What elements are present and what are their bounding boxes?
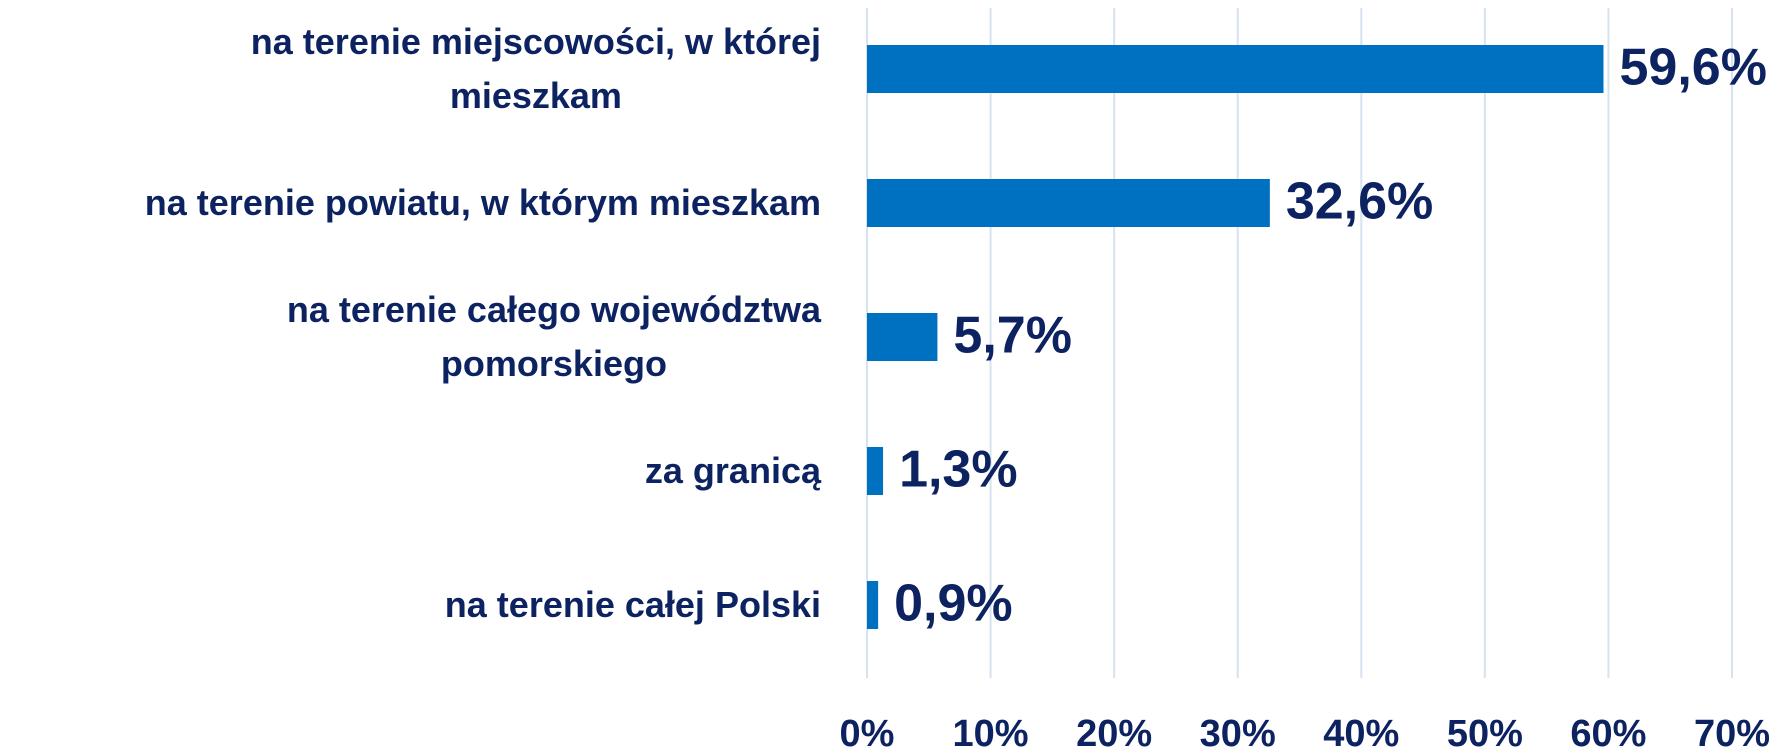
category-label: za granicą [644, 450, 821, 491]
x-tick-label: 30% [1200, 713, 1276, 754]
bar [867, 313, 938, 361]
bar [867, 447, 884, 495]
bar [867, 581, 879, 629]
category-label: na terenie miejscowości, w której mieszk… [250, 21, 821, 116]
value-label: 0,9% [894, 575, 1013, 633]
x-tick-label: 40% [1323, 713, 1399, 754]
x-tick-label: 0% [840, 713, 895, 754]
x-tick-label: 50% [1447, 713, 1523, 754]
category-label: na terenie powiatu, w którym mieszkam [144, 182, 821, 223]
value-label: 1,3% [899, 441, 1018, 499]
category-label: na terenie całej Polski [444, 584, 821, 625]
bar [867, 179, 1270, 227]
x-tick-label: 70% [1694, 713, 1770, 754]
value-label: 5,7% [953, 307, 1072, 365]
value-label: 59,6% [1619, 39, 1766, 97]
x-tick-label: 10% [953, 713, 1029, 754]
category-label: na terenie całego województwa pomorskieg… [286, 289, 821, 384]
bar [867, 45, 1604, 93]
x-tick-label: 20% [1076, 713, 1152, 754]
x-tick-label: 60% [1570, 713, 1646, 754]
value-label: 32,6% [1286, 173, 1433, 231]
